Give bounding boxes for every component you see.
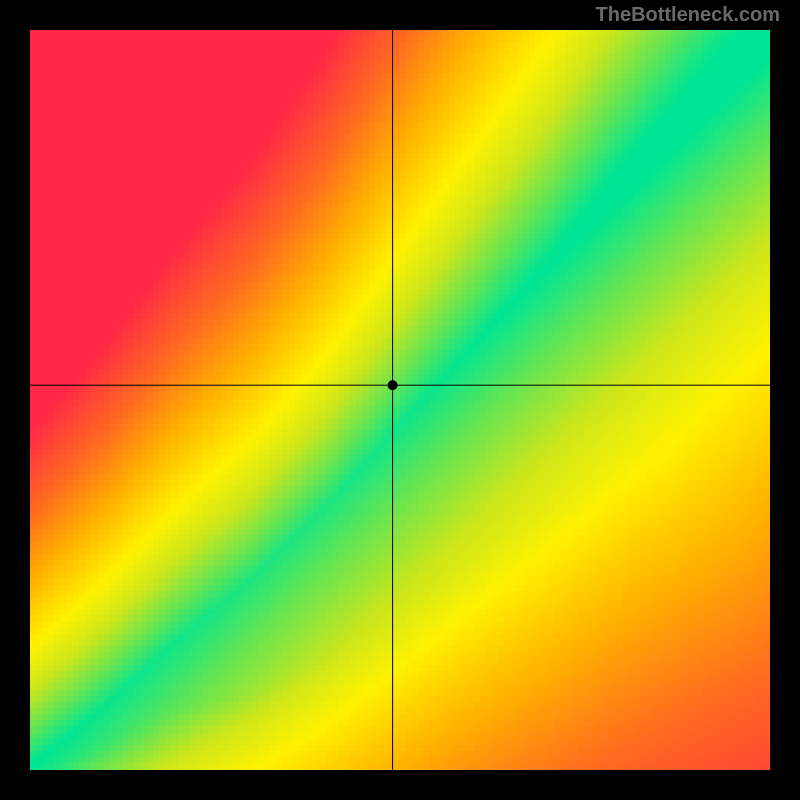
- chart-container: TheBottleneck.com: [0, 0, 800, 800]
- watermark-text: TheBottleneck.com: [596, 4, 780, 27]
- heatmap-plot: [30, 30, 770, 770]
- heatmap-canvas: [30, 30, 770, 770]
